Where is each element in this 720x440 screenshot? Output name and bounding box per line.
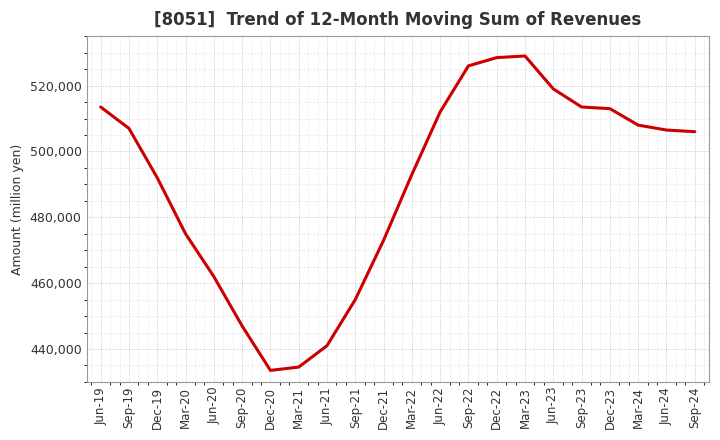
Y-axis label: Amount (million yen): Amount (million yen) (11, 143, 24, 275)
Title: [8051]  Trend of 12-Month Moving Sum of Revenues: [8051] Trend of 12-Month Moving Sum of R… (154, 11, 642, 29)
